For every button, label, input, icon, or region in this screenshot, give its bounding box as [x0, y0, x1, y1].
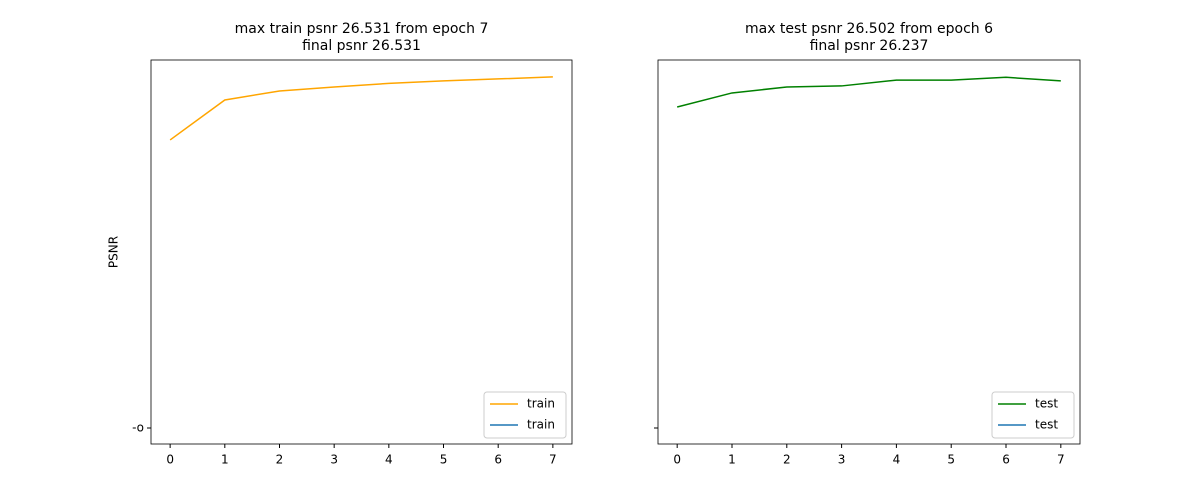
x-tick-label: 3: [330, 453, 338, 467]
legend-label: train: [527, 397, 555, 411]
x-tick-label: 4: [893, 453, 901, 467]
x-tick-label: 1: [728, 453, 736, 467]
chart-title: final psnr 26.531: [302, 38, 421, 54]
x-tick-label: 3: [838, 453, 846, 467]
x-tick-label: 2: [783, 453, 791, 467]
x-tick-label: 5: [947, 453, 955, 467]
data-line: [169, 76, 553, 141]
x-tick-label: 6: [494, 453, 502, 467]
x-tick-label: 0: [166, 453, 174, 467]
x-tick-label: 5: [440, 453, 448, 467]
legend-box: [991, 391, 1075, 439]
x-tick-label: 7: [549, 453, 557, 467]
x-tick-label: 7: [1057, 453, 1065, 467]
x-tick-label: 2: [276, 453, 284, 467]
chart-title: final psnr 26.237: [810, 38, 929, 54]
data-line: [676, 76, 1061, 108]
legend-label: test: [1035, 418, 1058, 432]
chart-title: max test psnr 26.502 from epoch 6: [745, 21, 993, 37]
axes-frame: [657, 59, 1081, 445]
chart-title: max train psnr 26.531 from epoch 7: [235, 21, 489, 37]
y-axis-label: PSNR: [107, 236, 121, 268]
axes-frame: [150, 59, 573, 445]
x-tick-label: 1: [221, 453, 229, 467]
legend: train train: [483, 391, 567, 439]
legend-label: train: [527, 418, 555, 432]
x-tick-label: 0: [673, 453, 681, 467]
x-tick-label: 4: [385, 453, 393, 467]
y-tick-label: -o: [132, 420, 144, 434]
legend-label: test: [1035, 397, 1058, 411]
legend: test test: [991, 391, 1075, 439]
x-tick-label: 6: [1002, 453, 1010, 467]
